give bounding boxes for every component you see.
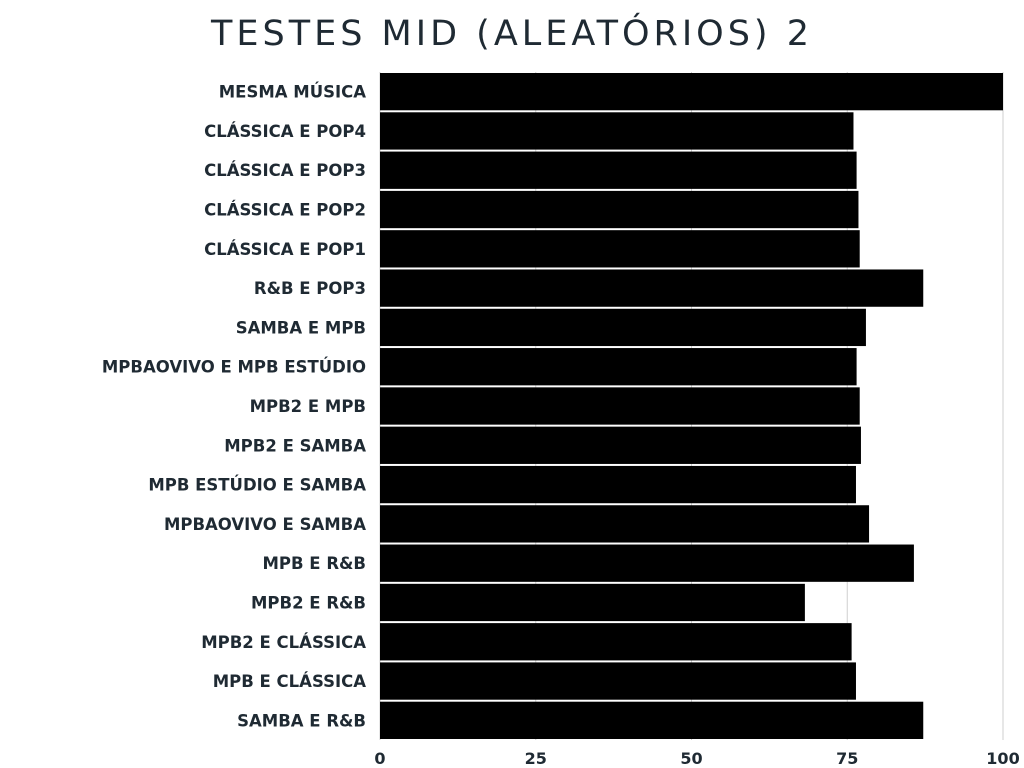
bar — [380, 426, 861, 464]
category-label: CLÁSSICA E POP4 — [204, 122, 366, 141]
category-label: SAMBA E MPB — [236, 318, 366, 337]
bar — [380, 269, 924, 307]
bar — [380, 230, 860, 268]
x-tick-label: 75 — [836, 749, 858, 768]
category-label: SAMBA E R&B — [237, 711, 366, 730]
bar-layer — [380, 73, 1003, 739]
category-label: CLÁSSICA E POP1 — [204, 240, 366, 259]
category-label: CLÁSSICA E POP3 — [204, 161, 366, 180]
bar — [380, 112, 854, 150]
bar — [380, 583, 805, 622]
bar — [380, 544, 914, 582]
category-label: MPB2 E MPB — [250, 397, 366, 416]
bar — [380, 387, 860, 425]
chart-title: TESTES MID (ALEATÓRIOS) 2 — [211, 14, 813, 54]
x-tick-label: 50 — [680, 749, 702, 768]
bar — [380, 151, 857, 189]
category-label: R&B E POP3 — [254, 279, 366, 298]
bar — [380, 505, 870, 543]
category-label: MPB E CLÁSSICA — [213, 672, 367, 691]
bar — [380, 701, 924, 739]
category-labels: MESMA MÚSICA CLÁSSICA E POP4 CLÁSSICA E PO… — [102, 83, 366, 731]
bar — [380, 348, 857, 386]
bar — [380, 465, 856, 504]
bar — [380, 623, 852, 661]
category-label: MPBAOVIVO E SAMBA — [164, 515, 366, 534]
category-label: MPB ESTÚDIO E SAMBA — [148, 476, 366, 495]
x-tick-label: 0 — [374, 749, 385, 768]
category-label: MPB2 E CLÁSSICA — [201, 633, 366, 652]
category-label: MPB2 E SAMBA — [224, 436, 366, 455]
bar — [380, 662, 856, 700]
x-axis-ticks: 0 25 50 75 100 — [374, 749, 1019, 768]
bar — [380, 308, 866, 347]
category-label: MESMA MÚSICA — [219, 83, 366, 102]
category-label: MPB E R&B — [262, 554, 366, 573]
x-tick-label: 25 — [525, 749, 547, 768]
bar — [380, 73, 1003, 111]
bar — [380, 190, 859, 229]
category-label: MPB2 E R&B — [251, 593, 366, 612]
x-tick-label: 100 — [986, 749, 1019, 768]
category-label: MPBAOVIVO E MPB ESTÚDIO — [102, 358, 366, 377]
category-label: CLÁSSICA E POP2 — [204, 201, 366, 220]
